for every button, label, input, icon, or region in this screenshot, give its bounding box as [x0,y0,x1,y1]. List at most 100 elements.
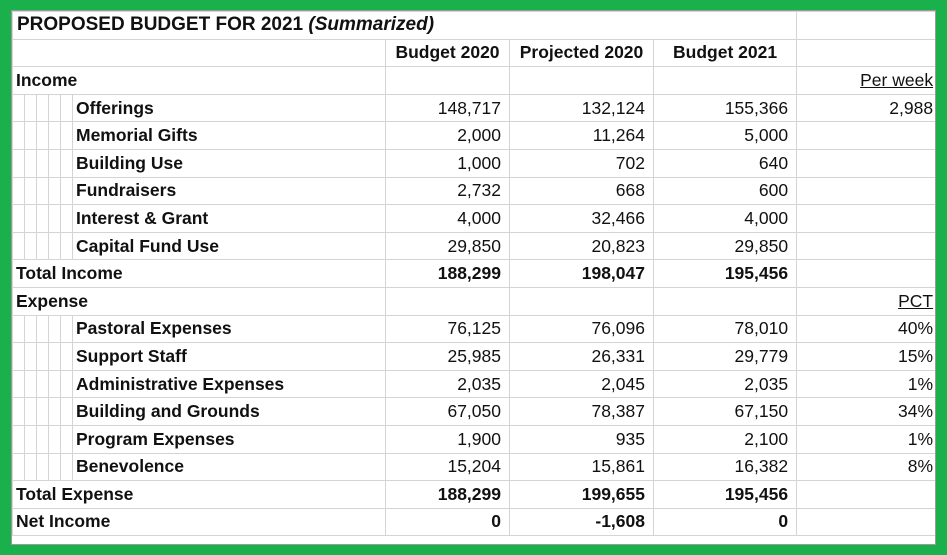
cell-budget-2020: 67,050 [385,397,510,426]
table-row: Memorial Gifts 2,000 11,264 5,000 [12,121,935,150]
col-header-projected-2020: Projected 2020 [509,38,654,68]
cell-extra [796,176,935,206]
cell-budget-2020: 1,900 [385,424,510,454]
cell-projected-2020: 32,466 [509,204,654,233]
row-label: Building and Grounds [72,397,386,426]
cell-budget-2020: 15,204 [385,452,510,482]
table-row: Fundraisers 2,732 668 600 [12,176,935,206]
expense-extra-header: PCT [796,286,935,316]
cell-budget-2020: 2,732 [385,176,510,206]
cell-projected-2020: 11,264 [509,121,654,150]
cell-budget-2020: 4,000 [385,204,510,233]
cell-extra: 1% [796,424,935,454]
cell-projected-2020: 668 [509,176,654,206]
title-subtitle: (Summarized) [308,14,435,36]
title-row: PROPOSED BUDGET FOR 2021 (Summarized) [12,11,935,40]
cell-projected-2020: 2,045 [509,369,654,399]
total-budget-2020: 188,299 [385,259,510,288]
cell-budget-2020: 29,850 [385,231,510,261]
table-row: Program Expenses 1,900 935 2,100 1% [12,424,935,454]
row-label: Program Expenses [72,424,386,454]
row-label: Fundraisers [72,176,386,206]
cell-budget-2020: 148,717 [385,93,510,123]
cell-budget-2021: 640 [652,148,798,178]
table-row: Interest & Grant 4,000 32,466 4,000 [12,204,935,233]
cell-extra: 34% [796,397,935,426]
header-row: Budget 2020 Projected 2020 Budget 2021 [12,38,935,68]
table-row: Building and Grounds 67,050 78,387 67,150 34… [12,397,935,426]
net-income-label: Net Income [12,507,386,537]
cell-budget-2021: 155,366 [652,93,798,123]
cell-projected-2020: 132,124 [509,93,654,123]
page-title: PROPOSED BUDGET FOR 2021 (Summarized) [12,11,798,40]
total-budget-2021: 195,456 [652,480,798,509]
cell-budget-2021: 67,150 [652,397,798,426]
cell-budget-2021: 16,382 [652,452,798,482]
row-label: Support Staff [72,342,386,371]
cell-extra: 2,988 [796,93,935,123]
table-row: Pastoral Expenses 76,125 76,096 78,010 40% [12,314,935,344]
cell-budget-2021: 29,779 [652,342,798,371]
cell-projected-2020: 15,861 [509,452,654,482]
income-label-row: Income Per week [12,66,935,95]
col-header-budget-2020: Budget 2020 [385,38,510,68]
table-row: Capital Fund Use 29,850 20,823 29,850 [12,231,935,261]
cell-projected-2020: 935 [509,424,654,454]
net-projected-2020: -1,608 [509,507,654,537]
table-row: Administrative Expenses 2,035 2,045 2,035 1% [12,369,935,399]
cell-extra: 40% [796,314,935,344]
total-label: Total Income [12,259,386,288]
expense-label-row: Expense PCT [12,286,935,316]
expense-total-row: Total Expense 188,299 199,655 195,456 [12,480,935,509]
total-budget-2021: 195,456 [652,259,798,288]
total-label: Total Expense [12,480,386,509]
col-header-budget-2021: Budget 2021 [652,38,798,68]
income-total-row: Total Income 188,299 198,047 195,456 [12,259,935,288]
income-section-label: Income [12,66,386,95]
cell-extra [796,204,935,233]
cell-extra [796,121,935,150]
cell-budget-2021: 78,010 [652,314,798,344]
cell-budget-2020: 2,035 [385,369,510,399]
cell-projected-2020: 78,387 [509,397,654,426]
row-label: Administrative Expenses [72,369,386,399]
budget-table: PROPOSED BUDGET FOR 2021 (Summarized) Bu… [12,11,935,537]
cell-budget-2020: 25,985 [385,342,510,371]
budget-sheet: PROPOSED BUDGET FOR 2021 (Summarized) Bu… [11,10,936,545]
table-row: Benevolence 15,204 15,861 16,382 8% [12,452,935,482]
income-extra-header: Per week [796,66,935,95]
row-label: Offerings [72,93,386,123]
cell-budget-2021: 2,035 [652,369,798,399]
total-budget-2020: 188,299 [385,480,510,509]
row-label: Interest & Grant [72,204,386,233]
table-row: Building Use 1,000 702 640 [12,148,935,178]
row-label: Memorial Gifts [72,121,386,150]
row-label: Pastoral Expenses [72,314,386,344]
cell-extra: 15% [796,342,935,371]
net-budget-2021: 0 [652,507,798,537]
row-label: Building Use [72,148,386,178]
total-projected-2020: 199,655 [509,480,654,509]
cell-projected-2020: 26,331 [509,342,654,371]
total-projected-2020: 198,047 [509,259,654,288]
cell-budget-2020: 76,125 [385,314,510,344]
cell-budget-2020: 1,000 [385,148,510,178]
cell-extra [796,231,935,261]
row-label: Capital Fund Use [72,231,386,261]
cell-budget-2021: 600 [652,176,798,206]
cell-budget-2020: 2,000 [385,121,510,150]
cell-budget-2021: 29,850 [652,231,798,261]
cell-budget-2021: 4,000 [652,204,798,233]
cell-extra [796,148,935,178]
net-income-row: Net Income 0 -1,608 0 [12,507,935,537]
table-row: Support Staff 25,985 26,331 29,779 15% [12,342,935,371]
cell-projected-2020: 20,823 [509,231,654,261]
net-budget-2020: 0 [385,507,510,537]
table-row: Offerings 148,717 132,124 155,366 2,988 [12,93,935,123]
cell-extra: 1% [796,369,935,399]
row-label: Benevolence [72,452,386,482]
cell-budget-2021: 5,000 [652,121,798,150]
expense-section-label: Expense [12,286,386,316]
cell-budget-2021: 2,100 [652,424,798,454]
